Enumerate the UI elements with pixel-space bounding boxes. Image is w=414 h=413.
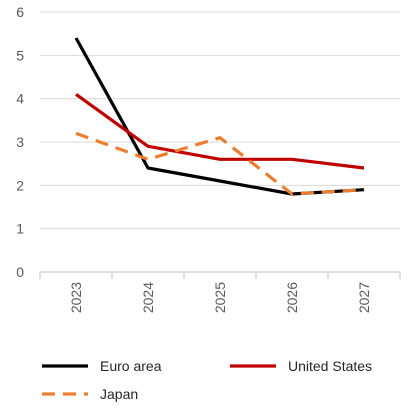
x-tick-label: 2023 [68, 282, 84, 313]
y-tick-label: 3 [16, 134, 24, 150]
axes [39, 271, 401, 279]
series-line-united-states [75, 93, 365, 170]
y-tick-label: 6 [16, 4, 24, 20]
legend-label-euro-area: Euro area [100, 358, 162, 374]
x-tick-label: 2027 [356, 282, 372, 313]
legend: Euro area United States Japan [42, 358, 372, 402]
legend-label-united-states: United States [288, 358, 372, 374]
y-tick-label: 4 [16, 91, 24, 107]
legend-label-japan: Japan [100, 386, 138, 402]
x-tick-label: 2026 [284, 282, 300, 313]
y-tick-label: 0 [16, 264, 24, 280]
y-tick-label: 2 [16, 177, 24, 193]
gridlines [40, 11, 400, 230]
y-tick-labels: 0 1 2 3 4 5 6 [16, 4, 24, 280]
series-line-japan [75, 131, 365, 196]
series-lines [74, 37, 365, 196]
series-line-euro-area [74, 37, 365, 196]
y-tick-label: 1 [16, 221, 24, 237]
x-tick-label: 2025 [212, 282, 228, 313]
y-tick-label: 5 [16, 47, 24, 63]
x-tick-labels: 2023 2024 2025 2026 2027 [68, 282, 372, 313]
x-tick-label: 2024 [140, 282, 156, 313]
